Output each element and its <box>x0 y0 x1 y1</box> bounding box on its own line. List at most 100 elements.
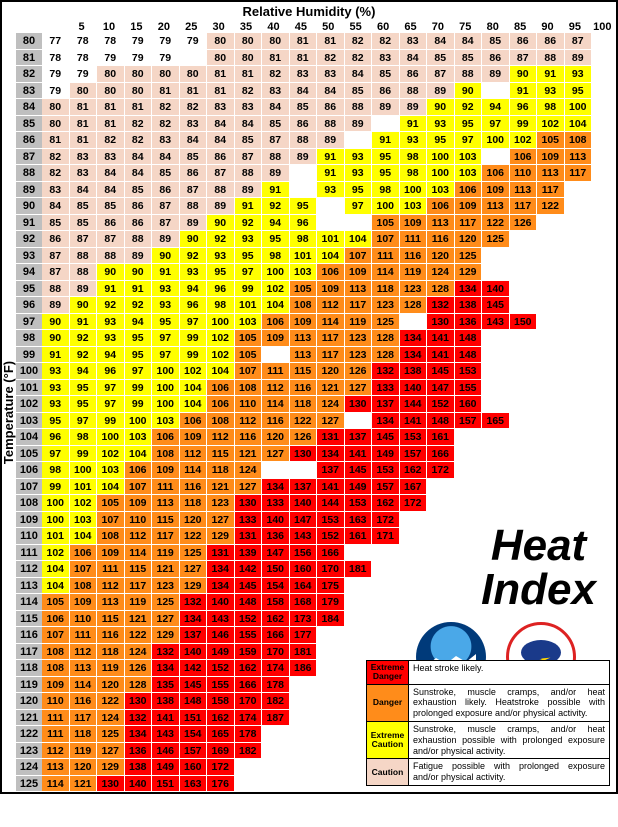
heat-index-cell: 140 <box>262 512 290 529</box>
heat-index-cell: 87 <box>152 215 180 232</box>
heat-index-cell: 140 <box>180 644 208 661</box>
heat-index-cell: 134 <box>372 413 400 430</box>
heat-index-cell: 127 <box>345 380 373 397</box>
heat-index-cell: 109 <box>70 594 98 611</box>
heat-index-cell: 103 <box>427 182 455 199</box>
heat-index-cell: 123 <box>207 495 235 512</box>
heat-index-cell: 81 <box>207 66 235 83</box>
heat-index-cell <box>537 429 565 446</box>
heat-index-cell <box>317 660 345 677</box>
heat-index-cell: 84 <box>152 149 180 166</box>
heat-index-cell: 84 <box>235 116 263 133</box>
heat-index-cell: 86 <box>152 182 180 199</box>
heat-index-cell <box>372 561 400 578</box>
heat-index-cell: 125 <box>455 248 483 265</box>
heat-index-cell: 91 <box>317 165 345 182</box>
heat-index-cell: 100 <box>427 165 455 182</box>
heat-index-cell: 88 <box>42 281 70 298</box>
heat-index-cell: 123 <box>345 330 373 347</box>
heat-index-cell: 81 <box>262 50 290 67</box>
heat-index-cell: 132 <box>427 297 455 314</box>
temperature-header: 98 <box>16 330 42 347</box>
heat-index-cell <box>455 512 483 529</box>
heat-index-cell: 100 <box>42 512 70 529</box>
heat-index-cell: 93 <box>317 182 345 199</box>
legend-row: Extreme CautionSunstroke, muscle cramps,… <box>367 722 609 759</box>
heat-index-cell <box>262 462 290 479</box>
heat-index-cell: 172 <box>207 759 235 776</box>
heat-index-cell: 124 <box>235 462 263 479</box>
heat-index-cell: 91 <box>372 132 400 149</box>
heat-index-cell: 91 <box>317 149 345 166</box>
heat-index-cell: 170 <box>235 693 263 710</box>
heat-index-cell: 105 <box>290 281 318 298</box>
heat-index-cell: 83 <box>42 182 70 199</box>
heat-index-cell <box>510 545 538 562</box>
heat-index-cell: 98 <box>372 182 400 199</box>
heat-index-cell <box>510 627 538 644</box>
heat-index-cell: 97 <box>42 446 70 463</box>
heat-index-cell: 134 <box>317 446 345 463</box>
heat-index-cell: 96 <box>42 429 70 446</box>
heat-index-cell: 86 <box>537 33 565 50</box>
heat-index-cell: 82 <box>42 165 70 182</box>
heat-index-cell <box>482 429 510 446</box>
heat-index-cell <box>565 561 593 578</box>
heat-index-cell: 95 <box>372 149 400 166</box>
heat-index-cell: 102 <box>537 116 565 133</box>
heat-index-cell <box>400 644 428 661</box>
table-row: 104107111115121127134142150160170181 <box>42 561 592 578</box>
heat-index-cell <box>537 578 565 595</box>
heat-index-cell: 106 <box>125 462 153 479</box>
table-row: 108112118124132140149159170181 <box>42 644 592 661</box>
heat-index-cell: 131 <box>207 545 235 562</box>
heat-index-cell: 157 <box>400 446 428 463</box>
y-axis-title: Temperature (°F) <box>2 361 17 464</box>
heat-index-cell: 127 <box>180 561 208 578</box>
humidity-header: 70 <box>424 21 451 33</box>
heat-index-cell <box>290 743 318 760</box>
table-row: 9698100103106109112116120126131137145153… <box>42 429 592 446</box>
heat-index-cell: 104 <box>207 363 235 380</box>
heat-index-cell: 90 <box>510 66 538 83</box>
heat-index-cell: 133 <box>235 512 263 529</box>
heat-index-cell: 95 <box>125 347 153 364</box>
heat-index-cell <box>427 479 455 496</box>
heat-index-cell <box>537 495 565 512</box>
heat-index-cell <box>455 611 483 628</box>
legend-text: Fatigue possible with prolonged exposure… <box>409 759 609 785</box>
heat-index-cell: 86 <box>482 50 510 67</box>
heat-index-cell: 88 <box>455 66 483 83</box>
heat-index-cell: 164 <box>290 578 318 595</box>
heat-index-cell: 85 <box>125 182 153 199</box>
heat-index-cell: 148 <box>455 347 483 364</box>
heat-index-cell <box>455 644 483 661</box>
heat-index-cell: 130 <box>97 776 125 793</box>
heat-index-cell: 83 <box>400 33 428 50</box>
heat-index-cell <box>565 281 593 298</box>
heat-index-cell: 86 <box>97 215 125 232</box>
heat-index-cell: 134 <box>152 660 180 677</box>
heat-index-cell: 113 <box>290 347 318 364</box>
heat-index-cell: 107 <box>97 512 125 529</box>
heat-index-cell: 121 <box>70 776 98 793</box>
table-row: 9799102104108112115121127130134141149157… <box>42 446 592 463</box>
heat-index-cell: 98 <box>42 462 70 479</box>
heat-index-cell <box>427 512 455 529</box>
heat-index-cell: 166 <box>235 677 263 694</box>
temperature-headers: 8081828384858687888990919293949596979899… <box>16 33 42 792</box>
heat-index-cell: 117 <box>125 578 153 595</box>
heat-index-cell <box>372 644 400 661</box>
heat-index-cell: 83 <box>317 66 345 83</box>
table-row: 7979808080808181828383848586878889909193 <box>42 66 592 83</box>
heat-index-cell <box>537 248 565 265</box>
heat-index-cell: 129 <box>97 759 125 776</box>
temperature-header: 87 <box>16 149 42 166</box>
heat-index-cell: 117 <box>317 347 345 364</box>
heat-index-cell: 153 <box>400 429 428 446</box>
humidity-header: 25 <box>178 21 205 33</box>
temperature-header: 89 <box>16 182 42 199</box>
temperature-header: 118 <box>16 660 42 677</box>
temperature-header: 94 <box>16 264 42 281</box>
heat-index-cell: 86 <box>125 198 153 215</box>
